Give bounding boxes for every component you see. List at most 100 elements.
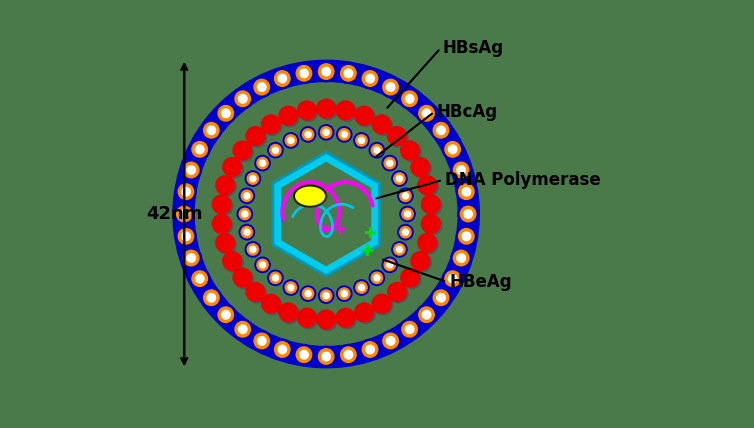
Circle shape bbox=[288, 137, 294, 143]
Circle shape bbox=[272, 275, 278, 281]
Circle shape bbox=[268, 143, 283, 158]
Ellipse shape bbox=[294, 185, 326, 207]
Circle shape bbox=[244, 193, 250, 199]
Circle shape bbox=[386, 337, 395, 345]
Circle shape bbox=[418, 106, 434, 121]
Circle shape bbox=[458, 204, 478, 224]
Circle shape bbox=[338, 310, 357, 329]
Circle shape bbox=[259, 262, 265, 268]
Circle shape bbox=[456, 181, 477, 202]
Circle shape bbox=[318, 288, 334, 303]
Circle shape bbox=[392, 171, 407, 186]
Circle shape bbox=[244, 229, 250, 235]
Circle shape bbox=[323, 293, 329, 299]
Circle shape bbox=[402, 91, 417, 107]
Text: HBeAg: HBeAg bbox=[449, 273, 512, 291]
Circle shape bbox=[341, 65, 356, 81]
Circle shape bbox=[437, 294, 446, 302]
Circle shape bbox=[362, 71, 378, 86]
Circle shape bbox=[317, 99, 336, 118]
Circle shape bbox=[372, 294, 391, 313]
Circle shape bbox=[457, 166, 465, 174]
Circle shape bbox=[299, 103, 318, 122]
Circle shape bbox=[317, 310, 336, 329]
Circle shape bbox=[222, 158, 241, 176]
Text: HBcAg: HBcAg bbox=[437, 103, 498, 121]
Circle shape bbox=[246, 127, 265, 146]
Circle shape bbox=[322, 352, 330, 361]
Circle shape bbox=[397, 247, 403, 253]
Circle shape bbox=[404, 211, 411, 217]
Circle shape bbox=[360, 68, 380, 89]
Circle shape bbox=[238, 95, 247, 103]
Circle shape bbox=[421, 214, 440, 233]
Circle shape bbox=[384, 158, 395, 169]
Circle shape bbox=[387, 160, 393, 166]
Circle shape bbox=[218, 307, 234, 322]
Circle shape bbox=[354, 133, 369, 148]
Circle shape bbox=[400, 190, 411, 202]
Circle shape bbox=[374, 296, 393, 315]
Circle shape bbox=[192, 271, 207, 286]
Circle shape bbox=[339, 129, 350, 140]
Circle shape bbox=[342, 131, 348, 137]
Circle shape bbox=[411, 158, 430, 176]
Circle shape bbox=[225, 159, 243, 178]
Circle shape bbox=[418, 176, 437, 194]
Circle shape bbox=[257, 337, 266, 345]
Circle shape bbox=[176, 206, 192, 222]
Circle shape bbox=[247, 173, 259, 184]
Circle shape bbox=[235, 91, 250, 107]
Circle shape bbox=[388, 127, 406, 146]
Circle shape bbox=[245, 171, 260, 186]
Circle shape bbox=[419, 178, 438, 196]
Circle shape bbox=[182, 187, 190, 196]
Circle shape bbox=[422, 310, 431, 319]
Circle shape bbox=[381, 331, 401, 351]
Circle shape bbox=[238, 325, 247, 333]
Circle shape bbox=[320, 127, 332, 138]
Circle shape bbox=[294, 63, 314, 83]
Circle shape bbox=[262, 294, 280, 313]
Circle shape bbox=[239, 208, 250, 220]
Circle shape bbox=[255, 257, 270, 273]
Circle shape bbox=[344, 351, 353, 359]
Circle shape bbox=[263, 117, 282, 135]
Circle shape bbox=[299, 310, 318, 329]
Circle shape bbox=[412, 159, 431, 178]
Circle shape bbox=[418, 234, 437, 252]
Circle shape bbox=[207, 294, 216, 302]
Circle shape bbox=[238, 206, 253, 222]
Circle shape bbox=[195, 274, 204, 283]
Circle shape bbox=[437, 126, 446, 134]
Circle shape bbox=[360, 339, 380, 360]
Circle shape bbox=[234, 143, 253, 161]
Circle shape bbox=[241, 190, 253, 202]
Circle shape bbox=[318, 64, 334, 79]
Circle shape bbox=[388, 282, 406, 301]
Circle shape bbox=[400, 206, 415, 222]
Circle shape bbox=[270, 272, 281, 283]
Circle shape bbox=[183, 162, 199, 178]
Circle shape bbox=[212, 195, 231, 214]
Circle shape bbox=[421, 195, 440, 214]
Circle shape bbox=[268, 270, 283, 285]
Circle shape bbox=[316, 346, 336, 367]
Circle shape bbox=[216, 304, 236, 325]
Circle shape bbox=[318, 125, 334, 140]
Circle shape bbox=[336, 286, 352, 301]
Circle shape bbox=[464, 210, 472, 218]
Circle shape bbox=[434, 290, 449, 306]
Circle shape bbox=[394, 244, 405, 255]
Circle shape bbox=[284, 133, 299, 148]
Circle shape bbox=[412, 253, 431, 272]
Circle shape bbox=[214, 196, 232, 215]
Circle shape bbox=[400, 319, 420, 339]
Circle shape bbox=[462, 232, 470, 241]
Circle shape bbox=[192, 142, 207, 157]
Circle shape bbox=[406, 325, 414, 333]
Circle shape bbox=[216, 103, 236, 124]
Circle shape bbox=[252, 331, 272, 351]
Circle shape bbox=[382, 155, 397, 171]
Circle shape bbox=[403, 193, 409, 199]
